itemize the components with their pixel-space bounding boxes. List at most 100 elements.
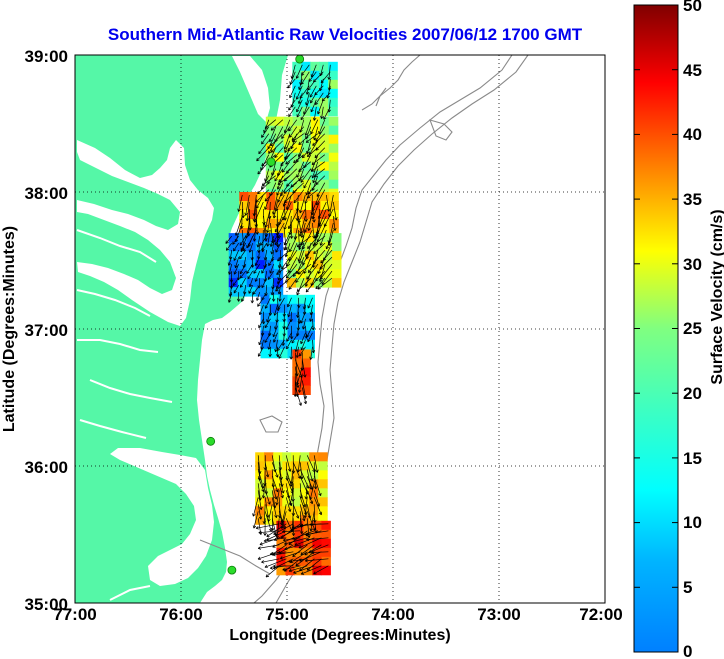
velocity-cell — [284, 192, 294, 202]
velocity-cell — [228, 251, 239, 261]
velocity-cell — [320, 192, 330, 202]
velocity-cell — [312, 556, 322, 567]
velocity-arrow — [250, 257, 255, 268]
velocity-arrow — [225, 235, 232, 244]
y-tick-labels: 39:00 38:00 37:00 36:00 35:00 — [25, 47, 68, 614]
velocity-arrow — [239, 277, 247, 288]
velocity-cell — [275, 210, 285, 220]
velocity-cell — [296, 321, 306, 332]
velocity-arrow — [287, 304, 292, 318]
velocity-arrow — [311, 318, 315, 331]
velocity-cell — [311, 219, 321, 229]
velocity-cell — [260, 330, 270, 341]
velocity-arrow — [290, 175, 305, 188]
velocity-arrow — [236, 292, 241, 302]
velocity-cell — [321, 529, 331, 540]
velocity-arrow — [318, 119, 326, 135]
velocity-arrow — [253, 263, 260, 274]
velocity-arrow — [299, 346, 306, 357]
velocity-cell — [318, 470, 328, 480]
velocity-cell — [276, 529, 286, 540]
x-axis-label: Longitude (Degrees:Minutes) — [229, 627, 450, 644]
velocity-arrow — [311, 161, 326, 172]
velocity-cell — [292, 161, 303, 172]
radar-stations — [206, 55, 305, 575]
velocity-arrow — [257, 182, 270, 195]
velocity-cell — [291, 497, 301, 507]
velocity-cell — [329, 210, 339, 220]
velocity-arrow — [306, 462, 314, 482]
velocity-cell — [310, 134, 321, 145]
velocity-cell — [266, 192, 276, 202]
velocity-cell — [328, 134, 339, 145]
velocity-arrow — [227, 292, 233, 303]
velocity-arrow — [299, 551, 322, 562]
velocity-arrow — [257, 490, 263, 511]
velocity-cell — [264, 278, 275, 288]
velocity-arrow — [320, 249, 333, 264]
velocity-cell — [274, 134, 285, 145]
velocity-arrow — [267, 504, 273, 522]
velocity-arrow — [319, 263, 333, 280]
velocity-arrow — [300, 565, 322, 575]
velocity-cell — [292, 79, 302, 90]
velocity-arrow — [261, 242, 268, 252]
velocity-arrow — [299, 194, 306, 214]
velocity-arrow — [284, 270, 298, 283]
velocity-arrow — [264, 332, 271, 343]
velocity-cell — [328, 88, 338, 99]
velocity-cell — [318, 515, 328, 525]
velocity-arrow — [282, 529, 301, 534]
velocity-arrow — [315, 140, 326, 151]
velocity-cell — [321, 520, 331, 531]
velocity-cell — [300, 452, 310, 462]
velocity-cell — [323, 260, 333, 270]
velocity-cell — [260, 312, 270, 323]
velocity-cell — [260, 339, 270, 350]
velocity-arrow — [296, 277, 305, 296]
velocity-arrow — [313, 476, 322, 497]
velocity-arrow — [278, 292, 282, 302]
velocity-cell — [301, 376, 311, 386]
velocity-arrow — [301, 318, 306, 330]
velocity-arrow — [298, 133, 312, 146]
velocity-cell — [274, 170, 285, 181]
velocity-cell — [321, 547, 331, 558]
velocity-arrow — [258, 530, 280, 535]
velocity-cell — [314, 242, 324, 252]
velocity-cell — [282, 506, 292, 516]
velocity-cell — [319, 134, 330, 145]
velocity-arrow — [286, 332, 292, 342]
velocity-cell — [332, 269, 342, 279]
velocity-arrow — [313, 126, 319, 141]
velocity-cell — [274, 116, 285, 127]
y-tick-label: 36:00 — [25, 458, 68, 477]
velocity-arrow — [228, 264, 233, 275]
velocity-arrow — [286, 297, 292, 308]
velocity-cell — [264, 233, 275, 243]
velocity-cell — [278, 330, 288, 341]
velocity-arrow — [307, 297, 313, 309]
velocity-arrow — [289, 126, 298, 138]
velocity-arrow — [285, 318, 292, 330]
velocity-arrow — [295, 366, 303, 386]
velocity-cell — [264, 452, 274, 462]
velocity-arrow — [303, 256, 312, 274]
velocity-cell — [248, 228, 258, 238]
velocity-arrow — [286, 339, 292, 350]
velocity-arrow — [267, 270, 274, 280]
velocity-cell — [248, 192, 258, 202]
velocity-cell — [287, 330, 297, 341]
velocity-cell — [265, 152, 276, 163]
velocity-cell — [246, 233, 257, 243]
velocity-arrow — [300, 311, 306, 324]
velocity-arrow — [247, 235, 254, 247]
velocity-arrow — [257, 504, 263, 520]
velocity-cell — [319, 125, 330, 136]
velocity-arrow — [323, 106, 331, 120]
velocity-cell — [237, 233, 248, 243]
velocity-arrow — [303, 175, 312, 189]
velocity-cell — [291, 488, 301, 498]
velocity-arrow — [264, 318, 271, 329]
velocity-cell — [260, 294, 270, 305]
